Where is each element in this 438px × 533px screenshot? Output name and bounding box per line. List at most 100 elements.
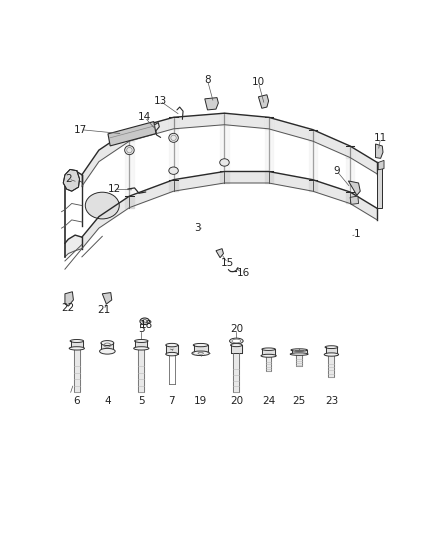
Polygon shape bbox=[170, 117, 178, 180]
Polygon shape bbox=[65, 171, 82, 185]
Text: 2: 2 bbox=[65, 174, 72, 184]
Polygon shape bbox=[108, 122, 156, 146]
Polygon shape bbox=[65, 292, 74, 306]
Polygon shape bbox=[297, 354, 302, 366]
Ellipse shape bbox=[140, 318, 149, 325]
Ellipse shape bbox=[262, 348, 276, 350]
Text: 21: 21 bbox=[97, 305, 111, 315]
Polygon shape bbox=[230, 345, 242, 353]
Polygon shape bbox=[220, 113, 229, 125]
Polygon shape bbox=[262, 349, 275, 356]
Polygon shape bbox=[125, 196, 134, 207]
Polygon shape bbox=[309, 130, 317, 180]
Text: 17: 17 bbox=[74, 125, 87, 135]
Polygon shape bbox=[378, 160, 384, 170]
Text: 3: 3 bbox=[194, 223, 201, 233]
Text: 5: 5 bbox=[138, 324, 145, 334]
Text: 6: 6 bbox=[74, 397, 80, 406]
Text: 5: 5 bbox=[138, 397, 145, 406]
Ellipse shape bbox=[232, 339, 241, 343]
Polygon shape bbox=[125, 130, 134, 196]
Text: 13: 13 bbox=[153, 96, 166, 106]
Text: 25: 25 bbox=[293, 397, 306, 406]
Ellipse shape bbox=[142, 320, 147, 323]
Polygon shape bbox=[309, 130, 317, 141]
Polygon shape bbox=[348, 181, 360, 195]
Polygon shape bbox=[377, 163, 382, 208]
Polygon shape bbox=[328, 354, 335, 377]
Ellipse shape bbox=[125, 146, 134, 155]
Ellipse shape bbox=[198, 352, 203, 354]
Polygon shape bbox=[292, 350, 307, 354]
Text: 7: 7 bbox=[169, 397, 175, 406]
Ellipse shape bbox=[99, 349, 115, 354]
Text: 11: 11 bbox=[374, 133, 387, 143]
Text: 9: 9 bbox=[333, 166, 340, 176]
Polygon shape bbox=[170, 117, 178, 129]
Polygon shape bbox=[375, 144, 383, 158]
Polygon shape bbox=[265, 117, 273, 172]
Text: 18: 18 bbox=[140, 320, 153, 329]
Ellipse shape bbox=[166, 343, 178, 347]
Polygon shape bbox=[325, 347, 337, 354]
Polygon shape bbox=[266, 356, 271, 372]
Ellipse shape bbox=[261, 354, 276, 357]
Text: 20: 20 bbox=[230, 397, 243, 406]
Polygon shape bbox=[350, 196, 359, 204]
Ellipse shape bbox=[192, 351, 209, 356]
Polygon shape bbox=[138, 349, 145, 392]
Polygon shape bbox=[220, 172, 229, 183]
Ellipse shape bbox=[101, 341, 114, 345]
Polygon shape bbox=[346, 146, 354, 192]
Ellipse shape bbox=[169, 167, 178, 174]
Ellipse shape bbox=[70, 340, 84, 343]
Polygon shape bbox=[220, 113, 229, 172]
Polygon shape bbox=[170, 180, 178, 191]
Polygon shape bbox=[63, 169, 80, 191]
Polygon shape bbox=[194, 345, 208, 353]
Ellipse shape bbox=[134, 346, 149, 350]
Ellipse shape bbox=[324, 353, 339, 356]
Ellipse shape bbox=[85, 192, 119, 219]
Polygon shape bbox=[82, 172, 377, 248]
Text: 22: 22 bbox=[62, 303, 75, 313]
Ellipse shape bbox=[166, 352, 178, 356]
Text: 12: 12 bbox=[107, 184, 121, 194]
Ellipse shape bbox=[134, 340, 148, 343]
Polygon shape bbox=[102, 293, 112, 304]
Ellipse shape bbox=[69, 346, 85, 350]
Text: 1: 1 bbox=[353, 229, 360, 239]
Polygon shape bbox=[233, 353, 240, 392]
Text: 23: 23 bbox=[325, 397, 338, 406]
Polygon shape bbox=[265, 117, 273, 129]
Polygon shape bbox=[346, 192, 354, 204]
Ellipse shape bbox=[193, 343, 208, 347]
Text: 20: 20 bbox=[230, 324, 243, 334]
Text: 24: 24 bbox=[262, 397, 275, 406]
Polygon shape bbox=[309, 180, 317, 191]
Text: 4: 4 bbox=[104, 397, 111, 406]
Text: 19: 19 bbox=[194, 397, 207, 406]
Polygon shape bbox=[346, 146, 354, 158]
Polygon shape bbox=[265, 172, 273, 183]
Polygon shape bbox=[82, 113, 377, 186]
Ellipse shape bbox=[220, 159, 229, 166]
Ellipse shape bbox=[290, 353, 308, 356]
Text: 14: 14 bbox=[138, 112, 152, 122]
Text: 8: 8 bbox=[204, 75, 211, 85]
Polygon shape bbox=[135, 341, 148, 349]
Text: 10: 10 bbox=[252, 77, 265, 87]
Polygon shape bbox=[258, 95, 268, 108]
Ellipse shape bbox=[325, 346, 338, 349]
Ellipse shape bbox=[169, 133, 178, 142]
Polygon shape bbox=[205, 98, 219, 110]
Text: 16: 16 bbox=[237, 268, 250, 278]
Ellipse shape bbox=[230, 338, 243, 344]
Polygon shape bbox=[74, 349, 80, 392]
Polygon shape bbox=[101, 343, 113, 351]
Polygon shape bbox=[125, 130, 134, 141]
Polygon shape bbox=[71, 341, 83, 349]
Polygon shape bbox=[216, 248, 223, 257]
Polygon shape bbox=[166, 345, 178, 354]
Polygon shape bbox=[65, 235, 82, 257]
